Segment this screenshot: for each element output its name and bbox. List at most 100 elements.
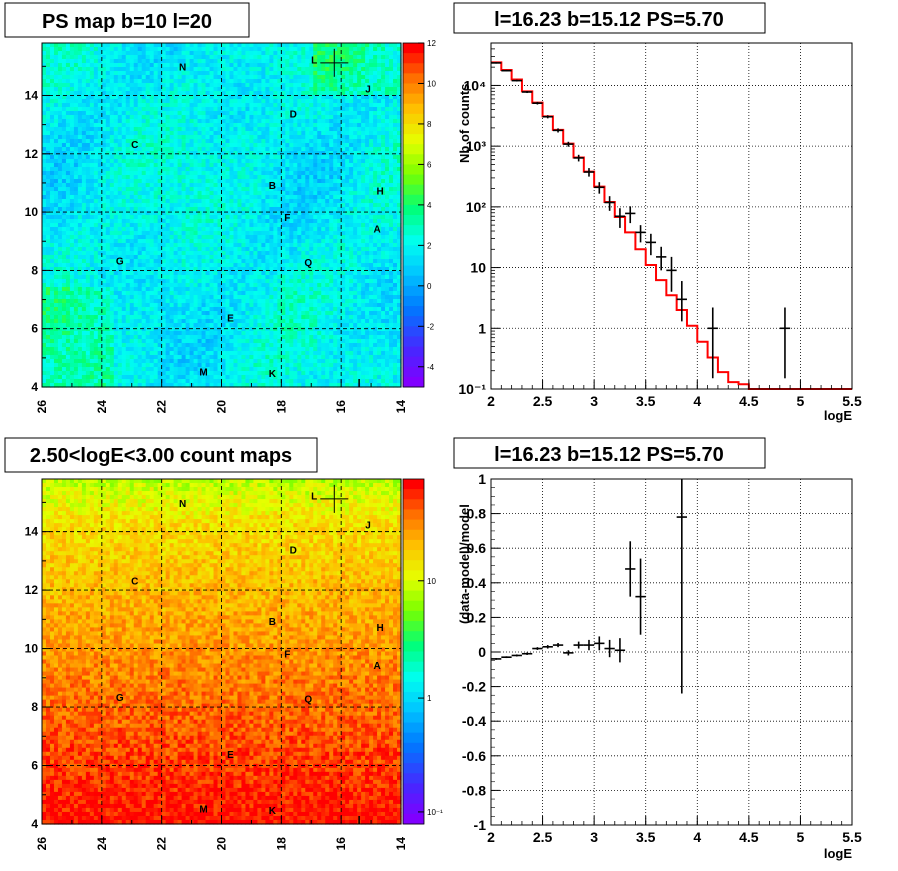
heatmap-cell	[121, 51, 127, 56]
heatmap-cell	[373, 47, 378, 52]
heatmap-cell	[181, 63, 187, 68]
heatmap-cell	[61, 63, 67, 68]
heatmap-cell	[313, 59, 318, 64]
heatmap-cell	[297, 247, 302, 252]
heatmap-cell	[161, 115, 167, 120]
heatmap-cell	[157, 187, 163, 192]
heatmap-cell	[205, 223, 211, 228]
heatmap-cell	[353, 139, 358, 144]
heatmap-cell	[373, 239, 378, 244]
heatmap-cell	[237, 43, 243, 48]
heatmap-cell	[129, 43, 135, 48]
heatmap-cell	[285, 67, 290, 72]
heatmap-cell	[305, 203, 310, 208]
heatmap-cell	[42, 79, 47, 84]
heatmap-cell	[161, 247, 167, 252]
heatmap-cell	[42, 191, 47, 196]
heatmap-cell	[329, 175, 334, 180]
heatmap-cell	[93, 95, 99, 100]
heatmap-cell	[189, 171, 195, 176]
heatmap-cell	[253, 95, 258, 100]
heatmap-cell	[373, 195, 378, 200]
heatmap-cell	[289, 191, 294, 196]
heatmap-cell	[42, 215, 47, 220]
heatmap-cell	[85, 55, 91, 60]
heatmap-cell	[361, 211, 366, 216]
heatmap-cell	[177, 147, 183, 152]
heatmap-cell	[325, 195, 330, 200]
heatmap-cell	[77, 199, 83, 204]
heatmap-cell	[125, 75, 131, 80]
heatmap-cell	[81, 147, 87, 152]
heatmap-cell	[373, 147, 378, 152]
heatmap-cell	[197, 79, 203, 84]
heatmap-cell	[189, 43, 195, 48]
heatmap-cell	[229, 87, 235, 92]
heatmap-cell	[245, 75, 251, 80]
heatmap-cell	[157, 215, 163, 220]
heatmap-cell	[269, 163, 274, 168]
heatmap-cell	[137, 99, 143, 104]
heatmap-cell	[337, 107, 342, 112]
heatmap-cell	[377, 235, 382, 240]
heatmap-cell	[137, 187, 143, 192]
heatmap-cell	[293, 123, 298, 128]
heatmap-cell	[357, 159, 362, 164]
heatmap-cell	[217, 107, 223, 112]
heatmap-cell	[309, 195, 314, 200]
heatmap-cell	[257, 143, 262, 148]
heatmap-cell	[125, 247, 131, 252]
heatmap-cell	[297, 251, 302, 256]
heatmap-cell	[249, 51, 255, 56]
heatmap-cell	[101, 195, 107, 200]
heatmap-cell	[81, 107, 87, 112]
heatmap-cell	[105, 119, 111, 124]
heatmap-cell	[185, 143, 191, 148]
heatmap-cell	[265, 83, 270, 88]
heatmap-cell	[65, 59, 71, 64]
heatmap-cell	[281, 223, 286, 228]
heatmap-cell	[389, 219, 394, 224]
heatmap-cell	[281, 227, 286, 232]
heatmap-cell	[145, 67, 151, 72]
heatmap-cell	[337, 95, 342, 100]
heatmap-cell	[357, 91, 362, 96]
heatmap-cell	[113, 107, 119, 112]
heatmap-cell	[97, 107, 103, 112]
heatmap-cell	[341, 191, 346, 196]
heatmap-cell	[233, 107, 239, 112]
heatmap-cell	[105, 171, 111, 176]
heatmap-cell	[81, 219, 87, 224]
heatmap-cell	[241, 227, 247, 232]
heatmap-cell	[93, 183, 99, 188]
heatmap-cell	[85, 175, 91, 180]
heatmap-cell	[145, 43, 151, 48]
heatmap-cell	[209, 87, 215, 92]
heatmap-cell	[149, 167, 155, 172]
heatmap-cell	[165, 123, 171, 128]
heatmap-cell	[393, 231, 398, 236]
heatmap-cell	[141, 83, 147, 88]
heatmap-cell	[157, 231, 163, 236]
heatmap-cell	[113, 99, 119, 104]
heatmap-cell	[237, 115, 243, 120]
heatmap-cell	[373, 67, 378, 72]
heatmap-cell	[149, 247, 155, 252]
heatmap-cell	[221, 59, 227, 64]
heatmap-cell	[361, 75, 366, 80]
heatmap-cell	[125, 179, 131, 184]
heatmap-cell	[117, 171, 123, 176]
heatmap-cell	[301, 143, 306, 148]
heatmap-cell	[137, 75, 143, 80]
heatmap-cell	[49, 127, 55, 132]
heatmap-cell	[57, 239, 63, 244]
heatmap-cell	[133, 211, 139, 216]
heatmap-cell	[197, 195, 203, 200]
heatmap-cell	[337, 123, 342, 128]
heatmap-cell	[245, 191, 251, 196]
heatmap-cell	[321, 51, 326, 56]
heatmap-cell	[233, 99, 239, 104]
heatmap-cell	[317, 43, 322, 48]
heatmap-cell	[277, 111, 282, 116]
heatmap-cell	[73, 139, 79, 144]
